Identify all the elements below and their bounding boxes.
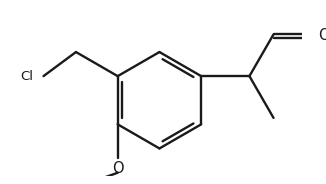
Text: O: O [112, 161, 124, 176]
Text: O: O [318, 28, 326, 43]
Text: Cl: Cl [20, 70, 33, 83]
